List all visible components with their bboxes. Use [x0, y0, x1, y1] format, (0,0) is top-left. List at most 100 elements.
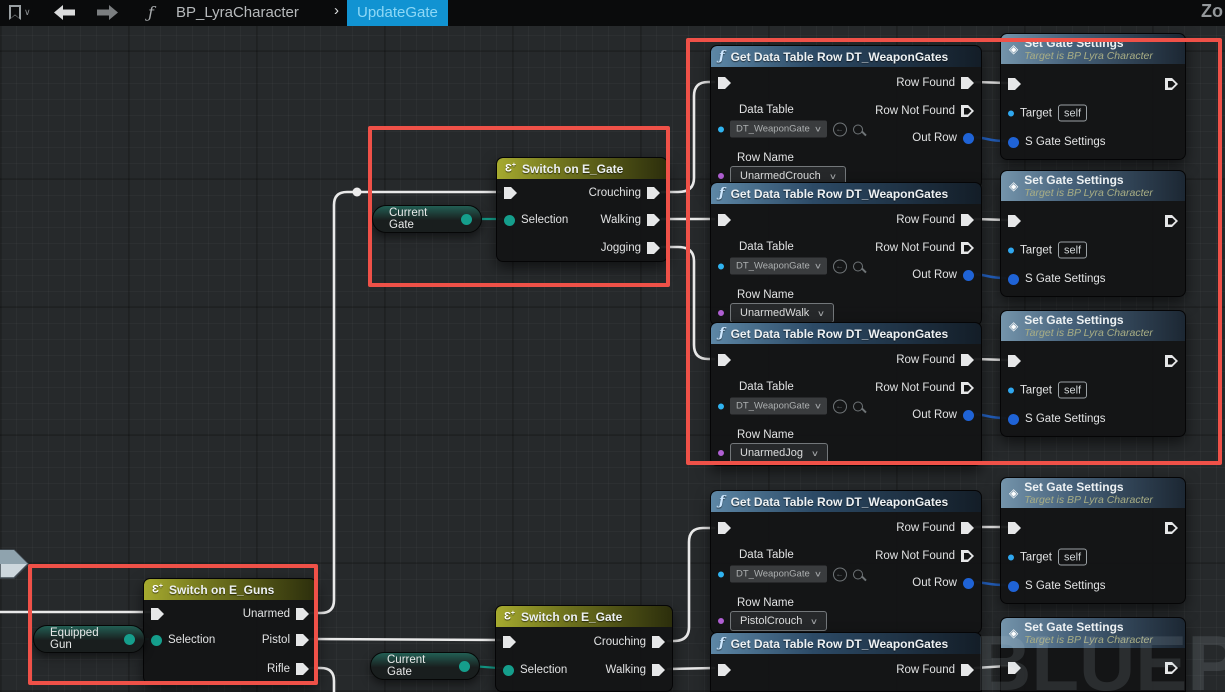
- exec-out-jogging-pin[interactable]: [647, 242, 660, 254]
- var-node-equipped-gun[interactable]: Equipped Gun: [33, 625, 145, 653]
- exec-in-pin[interactable]: [1008, 522, 1021, 534]
- data-table-pin[interactable]: [718, 126, 724, 132]
- row-found-pin[interactable]: [961, 214, 974, 226]
- gate-settings-pin[interactable]: [1008, 413, 1019, 425]
- exec-out-pin[interactable]: [1165, 355, 1178, 367]
- data-table-select[interactable]: DT_WeaponGate ∨: [730, 120, 827, 138]
- exec-out-pin[interactable]: [1165, 662, 1178, 674]
- exec-out-rifle-pin[interactable]: [296, 663, 309, 675]
- row-not-found-pin[interactable]: [961, 550, 974, 562]
- row-found-pin[interactable]: [961, 522, 974, 534]
- exec-out-pin[interactable]: [1165, 78, 1178, 90]
- node-header[interactable]: Ɛ+ Switch on E_Gate: [496, 606, 672, 627]
- exec-out-pin[interactable]: [1165, 522, 1178, 534]
- node-header[interactable]: Ɛ+ Switch on E_Gate: [497, 158, 667, 179]
- self-reference-box[interactable]: self: [1057, 241, 1088, 259]
- var-node-current-gate[interactable]: Current Gate: [372, 205, 482, 233]
- selection-pin[interactable]: [151, 634, 162, 646]
- breadcrumb-parent[interactable]: BP_LyraCharacter: [176, 4, 299, 21]
- exec-in-pin[interactable]: [718, 664, 731, 676]
- row-name-pin[interactable]: [718, 173, 724, 179]
- browse-asset-icon[interactable]: [852, 401, 863, 411]
- row-found-pin[interactable]: [961, 664, 974, 676]
- node-header[interactable]: ƒ Get Data Table Row DT_WeaponGates: [711, 183, 981, 204]
- browse-asset-icon[interactable]: [852, 261, 863, 271]
- data-table-select[interactable]: DT_WeaponGate ∨: [730, 257, 827, 275]
- exec-in-pin[interactable]: [718, 354, 731, 366]
- out-row-pin[interactable]: [963, 269, 974, 281]
- bookmark-button[interactable]: ∨: [9, 5, 31, 20]
- row-not-found-pin[interactable]: [961, 105, 974, 117]
- exec-in-pin[interactable]: [1008, 215, 1021, 227]
- gate-settings-pin[interactable]: [1008, 136, 1019, 148]
- node-header[interactable]: ◈ Set Gate Settings Target is BP Lyra Ch…: [1001, 478, 1185, 508]
- data-table-select[interactable]: DT_WeaponGate ∨: [730, 397, 827, 415]
- exec-in-pin[interactable]: [503, 636, 516, 648]
- variable-out-pin[interactable]: [459, 660, 470, 672]
- exec-out-unarmed-pin[interactable]: [296, 608, 309, 620]
- exec-in-pin[interactable]: [1008, 78, 1021, 90]
- row-name-pin[interactable]: [718, 310, 724, 316]
- data-table-select[interactable]: DT_WeaponGate ∨: [730, 565, 827, 583]
- use-asset-icon[interactable]: ←: [832, 122, 847, 136]
- row-name-select[interactable]: PistolCrouch ∨: [730, 611, 828, 631]
- variable-out-pin[interactable]: [461, 213, 472, 225]
- browse-asset-icon[interactable]: [852, 124, 863, 134]
- exec-in-pin[interactable]: [1008, 355, 1021, 367]
- exec-in-pin[interactable]: [718, 522, 731, 534]
- node-switch-egate-top[interactable]: Ɛ+ Switch on E_Gate Selection Crouching …: [496, 157, 668, 262]
- node-header[interactable]: ƒ Get Data Table Row DT_WeaponGates: [711, 633, 981, 654]
- use-asset-icon[interactable]: ←: [832, 567, 847, 581]
- row-name-select[interactable]: UnarmedJog ∨: [730, 443, 828, 463]
- exec-out-pin[interactable]: [1165, 215, 1178, 227]
- row-found-pin[interactable]: [961, 354, 974, 366]
- exec-out-crouching-pin[interactable]: [652, 636, 665, 648]
- gate-settings-pin[interactable]: [1008, 580, 1019, 592]
- row-name-pin[interactable]: [718, 450, 724, 456]
- var-node-current-gate-2[interactable]: Current Gate: [370, 652, 480, 680]
- self-reference-box[interactable]: self: [1057, 104, 1088, 122]
- forward-button[interactable]: [94, 5, 120, 25]
- node-switch-eguns[interactable]: Ɛ+ Switch on E_Guns Selection Unarmed Pi…: [143, 578, 317, 684]
- out-row-pin[interactable]: [963, 577, 974, 589]
- exec-out-walking-pin[interactable]: [647, 214, 660, 226]
- data-table-pin[interactable]: [718, 403, 724, 409]
- use-asset-icon[interactable]: ←: [832, 259, 847, 273]
- node-set-gate-settings-3[interactable]: ◈ Set Gate Settings Target is BP Lyra Ch…: [1000, 310, 1186, 437]
- exec-in-pin[interactable]: [1008, 662, 1021, 674]
- selection-pin[interactable]: [503, 664, 514, 676]
- exec-in-pin[interactable]: [504, 187, 517, 199]
- data-table-pin[interactable]: [718, 571, 724, 577]
- target-pin[interactable]: [1008, 110, 1014, 116]
- row-found-pin[interactable]: [961, 77, 974, 89]
- target-pin[interactable]: [1008, 554, 1014, 560]
- selection-pin[interactable]: [504, 214, 515, 226]
- browse-asset-icon[interactable]: [852, 569, 863, 579]
- self-reference-box[interactable]: self: [1057, 381, 1088, 399]
- exec-in-pin[interactable]: [151, 608, 164, 620]
- row-not-found-pin[interactable]: [961, 382, 974, 394]
- node-set-gate-settings-5[interactable]: ◈ Set Gate Settings Target is BP Lyra Ch…: [1000, 617, 1186, 692]
- node-header[interactable]: ◈ Set Gate Settings Target is BP Lyra Ch…: [1001, 311, 1185, 341]
- row-name-select[interactable]: UnarmedWalk ∨: [730, 303, 835, 323]
- node-gdtr-unarmedjog[interactable]: ƒ Get Data Table Row DT_WeaponGates Data…: [710, 322, 982, 466]
- node-header[interactable]: ◈ Set Gate Settings Target is BP Lyra Ch…: [1001, 618, 1185, 648]
- node-header[interactable]: ƒ Get Data Table Row DT_WeaponGates: [711, 491, 981, 512]
- node-header[interactable]: ƒ Get Data Table Row DT_WeaponGates: [711, 46, 981, 67]
- data-table-pin[interactable]: [718, 263, 724, 269]
- node-header[interactable]: ƒ Get Data Table Row DT_WeaponGates: [711, 323, 981, 344]
- node-set-gate-settings-2[interactable]: ◈ Set Gate Settings Target is BP Lyra Ch…: [1000, 170, 1186, 297]
- use-asset-icon[interactable]: ←: [832, 399, 847, 413]
- node-switch-egate-bottom[interactable]: Ɛ+ Switch on E_Gate Selection Crouching …: [495, 605, 673, 692]
- node-gdtr-pistolcrouch[interactable]: ƒ Get Data Table Row DT_WeaponGates Data…: [710, 490, 982, 634]
- row-name-pin[interactable]: [718, 618, 724, 624]
- exec-out-crouching-pin[interactable]: [647, 187, 660, 199]
- node-set-gate-settings-1[interactable]: ◈ Set Gate Settings Target is BP Lyra Ch…: [1000, 33, 1186, 160]
- node-set-gate-settings-4[interactable]: ◈ Set Gate Settings Target is BP Lyra Ch…: [1000, 477, 1186, 604]
- exec-in-pin[interactable]: [718, 214, 731, 226]
- breadcrumb-current-tab[interactable]: UpdateGate: [347, 0, 448, 26]
- gate-settings-pin[interactable]: [1008, 273, 1019, 285]
- node-gdtr-unarmedwalk[interactable]: ƒ Get Data Table Row DT_WeaponGates Data…: [710, 182, 982, 326]
- exec-out-walking-pin[interactable]: [652, 664, 665, 676]
- out-row-pin[interactable]: [963, 409, 974, 421]
